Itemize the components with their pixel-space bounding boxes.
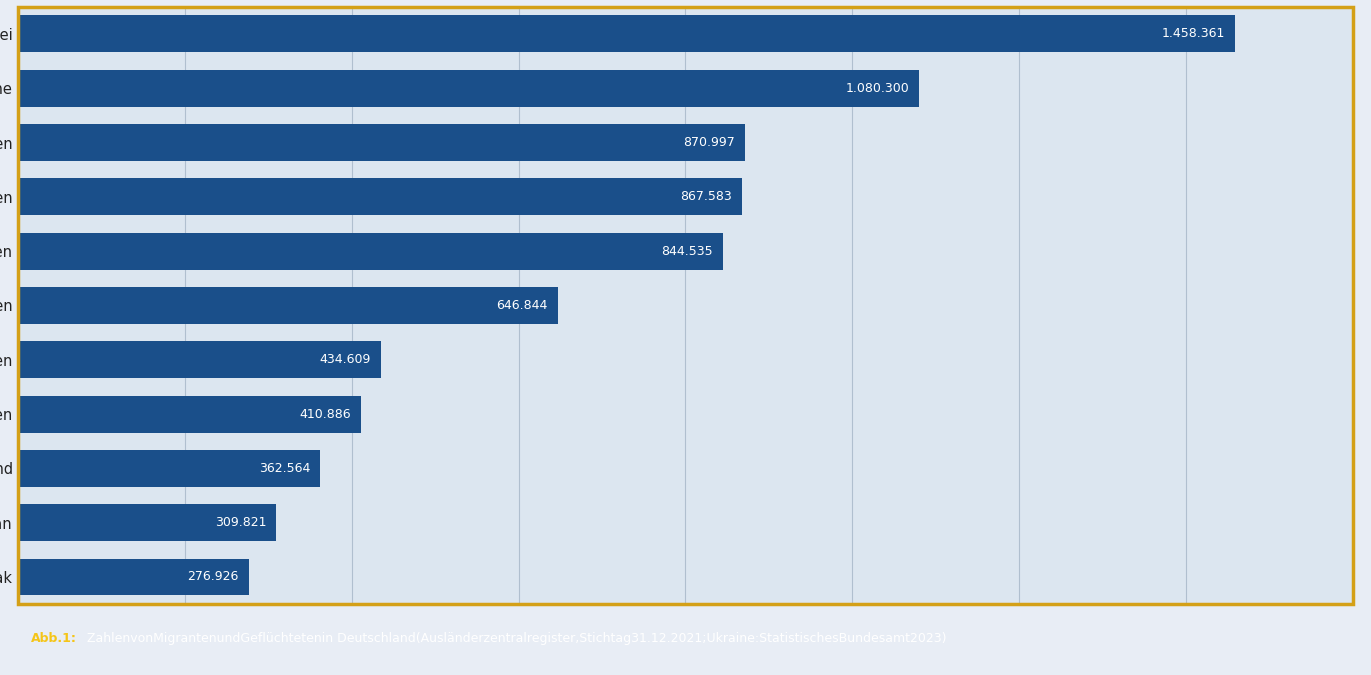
Bar [18,16,1235,53]
Text: 434.609: 434.609 [319,353,370,367]
Text: 646.844: 646.844 [496,299,547,312]
Text: 844.535: 844.535 [661,244,713,258]
Bar [18,178,742,215]
Bar [18,342,381,378]
Bar [18,558,250,595]
Text: 870.997: 870.997 [683,136,735,149]
Bar [18,504,277,541]
Bar [18,396,361,433]
Text: 309.821: 309.821 [215,516,266,529]
Text: Abb.1:: Abb.1: [32,632,77,645]
Bar [18,450,321,487]
Text: 362.564: 362.564 [259,462,310,475]
Text: 867.583: 867.583 [680,190,732,203]
Text: 276.926: 276.926 [188,570,239,583]
Text: ZahlenvonMigrantenundGeflüchtetenin Deutschland(Ausländerzentralregister,Stichta: ZahlenvonMigrantenundGeflüchtetenin Deut… [88,632,947,645]
Text: 410.886: 410.886 [299,408,351,421]
Bar [18,124,744,161]
Bar [18,70,920,107]
Text: 1.080.300: 1.080.300 [846,82,909,95]
Bar [18,287,558,324]
Text: 1.458.361: 1.458.361 [1161,28,1224,40]
Bar [18,233,723,269]
